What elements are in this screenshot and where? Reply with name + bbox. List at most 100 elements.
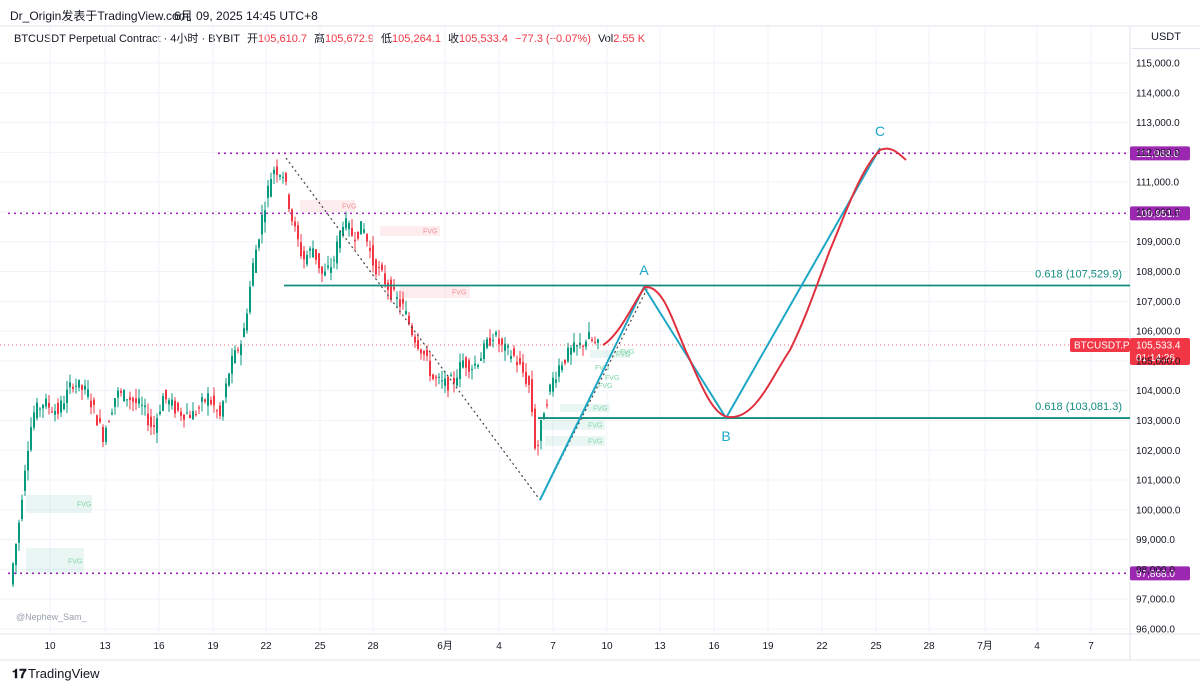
candle-body — [297, 225, 299, 240]
candle-body — [261, 214, 263, 235]
close-label: 收 — [448, 33, 460, 45]
candle-body — [249, 286, 251, 313]
candle-body — [279, 175, 281, 177]
fvg-zone — [540, 420, 605, 430]
candle-body — [399, 299, 401, 307]
time-tick-label: 25 — [870, 641, 882, 652]
candle-body — [153, 425, 155, 427]
fvg-label: FVG — [68, 559, 82, 566]
candle-body — [522, 362, 524, 373]
candle-body — [441, 380, 443, 382]
candle-body — [333, 259, 335, 261]
candle-body — [48, 402, 50, 408]
candle-body — [360, 221, 362, 235]
time-tick-label: 4 — [496, 641, 502, 652]
candle-body — [402, 298, 404, 304]
volume-label: Vol — [597, 33, 614, 45]
axis-ticks: 115,000.0114,000.0113,000.0112,000.0111,… — [44, 59, 1180, 653]
candle-body — [69, 382, 71, 388]
candle-body — [228, 373, 230, 386]
candle-body — [267, 185, 269, 198]
price-tick-label: 107,000.0 — [1136, 297, 1181, 308]
time-tick-label: 22 — [816, 641, 828, 652]
time-tick-label: 13 — [99, 641, 111, 652]
price-level-text: 97,868.0 — [1136, 569, 1175, 580]
time-tick-label: 28 — [923, 641, 935, 652]
candle-body — [456, 377, 458, 386]
candle-body — [465, 357, 467, 368]
candle-body — [348, 223, 350, 230]
fvg-zone — [400, 286, 470, 298]
candle-body — [18, 522, 20, 543]
candle-body — [306, 254, 308, 265]
candle-body — [117, 390, 119, 398]
candle-body — [408, 315, 410, 325]
candle-body — [45, 398, 47, 407]
candle-body — [135, 398, 137, 404]
candle-body — [195, 413, 197, 415]
candle-body — [411, 325, 413, 336]
candle-body — [300, 242, 302, 257]
candle-body — [78, 379, 80, 388]
candle-body — [516, 362, 518, 366]
candle-body — [105, 427, 107, 442]
time-tick-label: 10 — [44, 641, 56, 652]
candle-body — [537, 444, 539, 446]
time-tick-label: 13 — [654, 641, 666, 652]
candle-body — [426, 349, 428, 356]
candle-body — [459, 362, 461, 380]
candle-body — [357, 231, 359, 239]
candle-body — [414, 336, 416, 343]
fvg-label: FVG — [423, 229, 437, 236]
point-b-label: B — [721, 428, 730, 444]
symbol-legend: BTCUSDT Perpetual Contract · 4小时 · BYBIT… — [14, 30, 649, 46]
close-value: 105,533.4 — [459, 33, 508, 45]
price-tick-label: 106,000.0 — [1136, 327, 1181, 338]
candle-body — [462, 360, 464, 368]
symbol-price-tag — [1070, 338, 1130, 353]
high-value: 105,672.9 — [325, 33, 374, 45]
candle-body — [219, 405, 221, 416]
fvg-label: FVG — [605, 375, 619, 382]
candle-body — [549, 384, 551, 392]
candle-body — [207, 393, 209, 406]
candle-body — [273, 169, 275, 175]
candle-body — [324, 271, 326, 276]
candle-body — [489, 337, 491, 346]
candles — [12, 159, 599, 588]
fvg-label: FVG — [342, 204, 356, 211]
volume-value: 2.55 K — [613, 33, 646, 45]
currency-label[interactable]: USDT — [1132, 26, 1200, 49]
candle-body — [525, 371, 527, 384]
candle-body — [531, 379, 533, 412]
candle-body — [237, 349, 239, 351]
candle-body — [342, 226, 344, 236]
candle-body — [561, 365, 563, 371]
dotted-trendline-down — [285, 157, 541, 501]
candle-body — [36, 402, 38, 419]
candle-body — [180, 411, 182, 416]
fib-label-lower: 0.618 (103,081.3) — [1035, 401, 1122, 413]
candle-body — [378, 266, 380, 268]
candle-body — [588, 332, 590, 340]
candle-body — [471, 369, 473, 371]
candle-body — [231, 355, 233, 374]
candle-body — [174, 400, 176, 414]
open-label: 开 — [247, 33, 259, 45]
candle-body — [213, 395, 215, 406]
fvg-label: FVG — [452, 290, 466, 297]
candle-body — [429, 360, 431, 376]
price-tick-label: 97,000.0 — [1136, 595, 1175, 606]
tradingview-logo-icon[interactable]: 𝟏𝟕 — [12, 666, 27, 681]
candle-body — [372, 245, 374, 266]
time-tick-label: 10 — [601, 641, 613, 652]
time-tick-label: 19 — [207, 641, 219, 652]
candle-body — [147, 413, 149, 426]
brand-name[interactable]: TradingView — [28, 666, 100, 681]
symbol-title[interactable]: BTCUSDT Perpetual Contract · 4小时 · BYBIT — [14, 33, 240, 45]
candle-body — [234, 349, 236, 364]
candle-body — [81, 385, 83, 390]
candle-body — [474, 363, 476, 366]
candle-body — [510, 356, 512, 360]
